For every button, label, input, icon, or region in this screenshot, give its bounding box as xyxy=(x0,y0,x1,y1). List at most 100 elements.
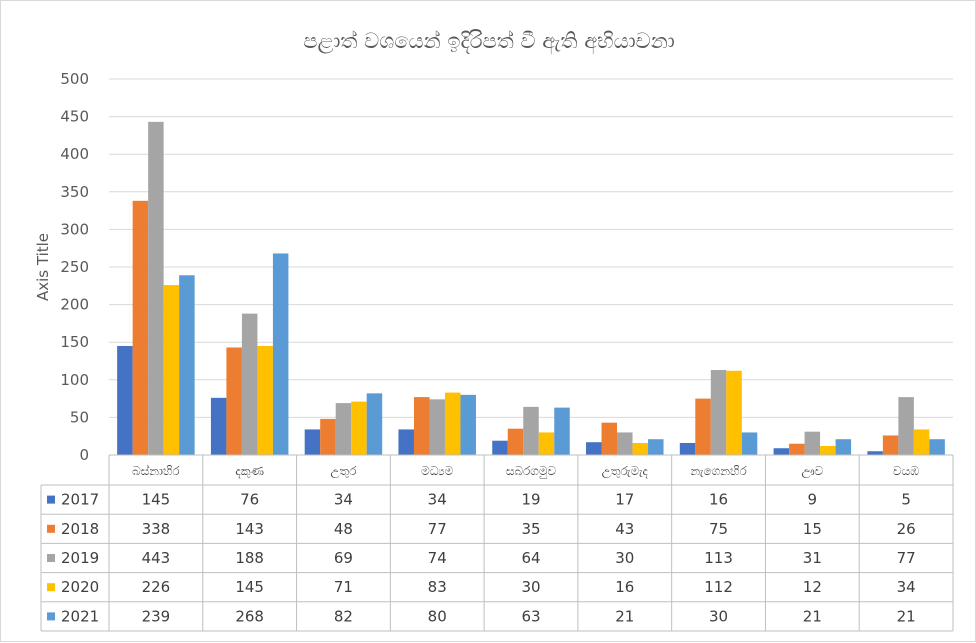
y-tick-label: 50 xyxy=(70,408,89,426)
bar-2017-8 xyxy=(867,451,883,455)
bar-2017-7 xyxy=(773,448,790,455)
y-tick-label: 350 xyxy=(60,183,89,201)
legend-swatch-2021 xyxy=(47,612,55,621)
bar-2019-5 xyxy=(617,432,633,455)
bar-2020-4 xyxy=(538,432,555,455)
category-label: මධ්‍යම xyxy=(421,464,453,478)
y-tick-label: 400 xyxy=(60,145,89,163)
bar-2019-6 xyxy=(710,370,727,455)
table-cell: 30 xyxy=(521,578,540,596)
bar-2018-6 xyxy=(695,398,711,455)
chart-title: පළාත් වශයෙන් ඉදිරිපත් වී ඇති අභියාචනා xyxy=(303,29,675,55)
table-cell: 30 xyxy=(615,549,634,567)
bar-2018-8 xyxy=(882,435,899,455)
y-tick-label: 450 xyxy=(60,108,89,126)
table-cell: 48 xyxy=(334,520,353,538)
legend-swatch-2020 xyxy=(47,583,55,592)
y-tick-label: 0 xyxy=(79,446,89,464)
bar-2021-6 xyxy=(741,432,758,455)
bar-2021-3 xyxy=(460,394,476,455)
table-cell: 12 xyxy=(803,578,822,596)
y-tick-label: 300 xyxy=(60,220,89,238)
table-cell: 112 xyxy=(704,578,733,596)
bar-2020-3 xyxy=(444,392,461,455)
y-axis-title: Axis Title xyxy=(34,233,52,301)
y-tick-label: 250 xyxy=(60,258,89,276)
bar-2017-0 xyxy=(117,345,133,455)
table-cell: 74 xyxy=(428,549,447,567)
bar-2021-1 xyxy=(272,253,289,455)
legend-swatch-2018 xyxy=(47,524,55,533)
table-cell: 69 xyxy=(334,549,353,567)
y-tick-label: 500 xyxy=(60,70,89,88)
bar-2018-5 xyxy=(601,422,618,455)
table-cell: 21 xyxy=(803,607,822,625)
table-cell: 34 xyxy=(428,491,447,509)
table-cell: 16 xyxy=(615,578,634,596)
bar-2019-7 xyxy=(804,431,821,455)
table-cell: 26 xyxy=(897,520,916,538)
category-label: බස්නාහිර xyxy=(132,464,180,478)
bar-2019-0 xyxy=(148,121,164,455)
table-cell: 15 xyxy=(803,520,822,538)
bar-2020-1 xyxy=(257,345,273,455)
legend-label: 2021 xyxy=(61,607,99,625)
table-cell: 188 xyxy=(235,549,264,567)
table-cell: 113 xyxy=(704,549,733,567)
bar-2021-7 xyxy=(835,439,852,455)
table-cell: 338 xyxy=(142,520,171,538)
table-cell: 239 xyxy=(142,607,171,625)
legend-swatch-2017 xyxy=(47,495,55,504)
legend-label: 2019 xyxy=(61,549,99,567)
table-cell: 143 xyxy=(235,520,264,538)
table-cell: 16 xyxy=(709,491,728,509)
bar-2018-0 xyxy=(132,200,149,455)
y-tick-label: 200 xyxy=(60,296,89,314)
table-cell: 64 xyxy=(521,549,540,567)
bar-2019-4 xyxy=(523,406,539,455)
table-cell: 145 xyxy=(235,578,264,596)
bar-2018-4 xyxy=(507,428,524,455)
table-cell: 9 xyxy=(808,491,818,509)
table-cell: 76 xyxy=(240,491,259,509)
table-cell: 19 xyxy=(521,491,540,509)
table-cell: 31 xyxy=(803,549,822,567)
category-label: උතුර xyxy=(330,464,357,479)
table-cell: 30 xyxy=(709,607,728,625)
legend-label: 2018 xyxy=(61,520,99,538)
bar-2018-7 xyxy=(789,443,805,455)
table-cell: 80 xyxy=(428,607,447,625)
table-cell: 145 xyxy=(142,491,171,509)
data-table: බස්නාහිර දකුණ උතුර මධ්‍යම සබරගමුව උතුරුමැද නැග… xyxy=(40,454,954,632)
table-cell: 77 xyxy=(428,520,447,538)
legend-label: 2020 xyxy=(61,578,99,596)
bar-2020-5 xyxy=(632,442,649,455)
table-cell: 21 xyxy=(615,607,634,625)
y-tick-label: 100 xyxy=(60,371,89,389)
bar-2017-2 xyxy=(304,429,321,455)
table-cell: 63 xyxy=(521,607,540,625)
table-cell: 226 xyxy=(142,578,171,596)
bars xyxy=(117,121,945,455)
table-cell: 34 xyxy=(334,491,353,509)
table-cell: 83 xyxy=(428,578,447,596)
bar-2018-2 xyxy=(320,418,336,455)
bar-2021-8 xyxy=(929,439,945,455)
category-label: වයඹ xyxy=(893,464,919,478)
bar-2019-1 xyxy=(241,313,258,455)
table-cell: 34 xyxy=(897,578,916,596)
bar-2018-1 xyxy=(226,347,242,455)
category-label: උතුරුමැද xyxy=(602,464,649,479)
legend-label: 2017 xyxy=(61,491,99,509)
category-label: දකුණ xyxy=(235,464,264,478)
legend-swatch-2019 xyxy=(47,554,55,562)
table-cell: 43 xyxy=(615,520,634,538)
table-cell: 71 xyxy=(334,578,353,596)
table-cell: 5 xyxy=(901,491,911,509)
table-cell: 75 xyxy=(709,520,728,538)
category-label: නැගෙනහිර xyxy=(690,464,747,478)
table-cell: 82 xyxy=(334,607,353,625)
bar-2021-4 xyxy=(554,407,570,455)
